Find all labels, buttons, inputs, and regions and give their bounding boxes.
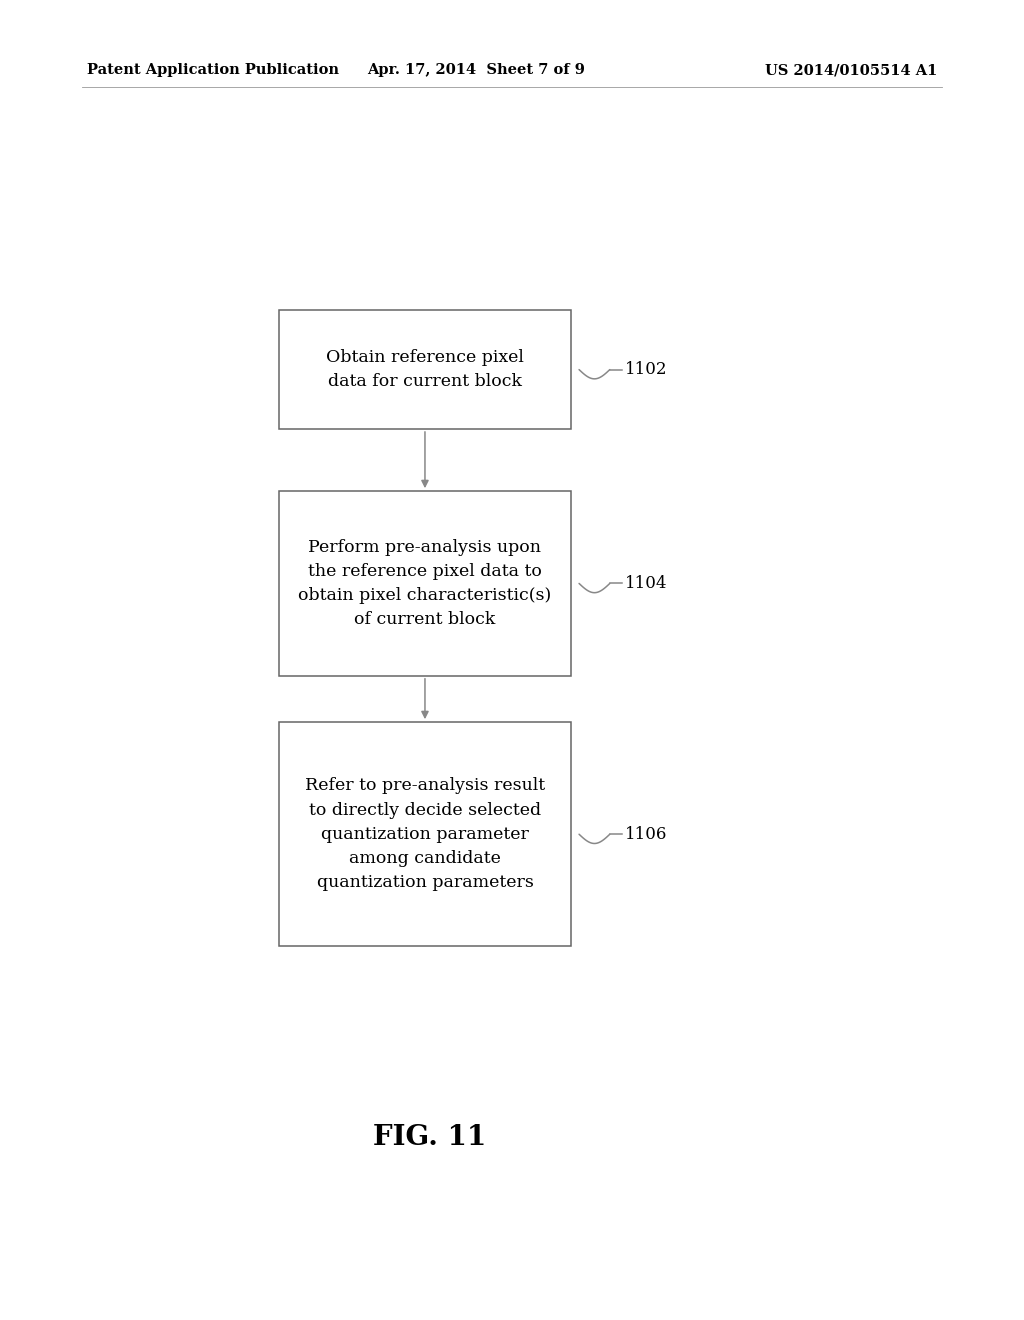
Text: Refer to pre-analysis result
to directly decide selected
quantization parameter
: Refer to pre-analysis result to directly… — [305, 777, 545, 891]
Bar — [279, 722, 570, 946]
Text: 1102: 1102 — [625, 362, 668, 378]
Text: Apr. 17, 2014  Sheet 7 of 9: Apr. 17, 2014 Sheet 7 of 9 — [368, 63, 585, 78]
Text: 1106: 1106 — [625, 826, 668, 842]
Text: Patent Application Publication: Patent Application Publication — [87, 63, 339, 78]
Bar — [279, 491, 570, 676]
Text: FIG. 11: FIG. 11 — [374, 1125, 486, 1151]
Text: Obtain reference pixel
data for current block: Obtain reference pixel data for current … — [326, 348, 524, 391]
Text: Perform pre-analysis upon
the reference pixel data to
obtain pixel characteristi: Perform pre-analysis upon the reference … — [298, 539, 552, 628]
Text: US 2014/0105514 A1: US 2014/0105514 A1 — [765, 63, 937, 78]
Text: 1104: 1104 — [625, 576, 668, 591]
Bar — [279, 310, 570, 429]
